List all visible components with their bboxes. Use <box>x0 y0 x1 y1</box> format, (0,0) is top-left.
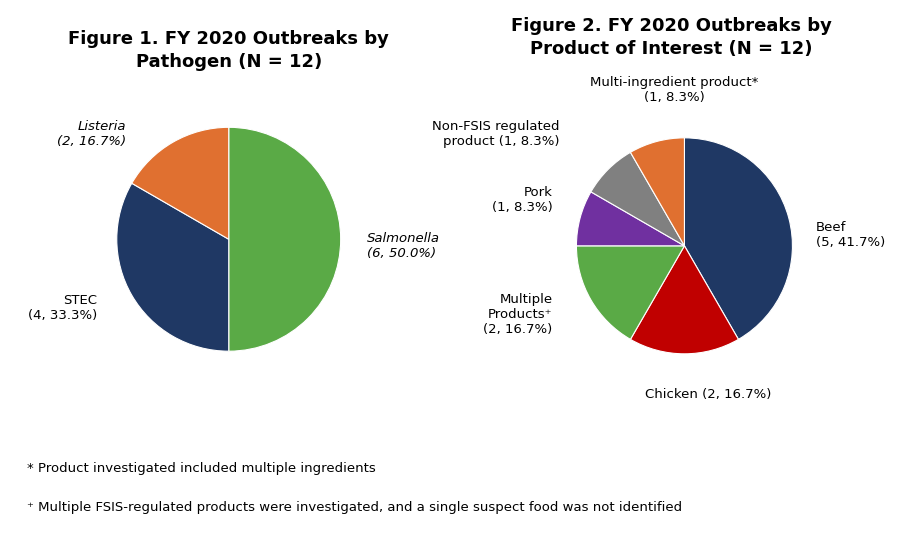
Text: Multiple
Products⁺
(2, 16.7%): Multiple Products⁺ (2, 16.7%) <box>483 293 553 336</box>
Text: Multi-ingredient product*
(1, 8.3%): Multi-ingredient product* (1, 8.3%) <box>590 75 758 103</box>
Wedge shape <box>630 138 684 246</box>
Wedge shape <box>576 192 684 246</box>
Text: Listeria
(2, 16.7%): Listeria (2, 16.7%) <box>57 120 126 148</box>
Title: Figure 1. FY 2020 Outbreaks by
Pathogen (N = 12): Figure 1. FY 2020 Outbreaks by Pathogen … <box>68 30 389 72</box>
Text: STEC
(4, 33.3%): STEC (4, 33.3%) <box>28 294 97 322</box>
Text: Beef
(5, 41.7%): Beef (5, 41.7%) <box>816 221 886 249</box>
Wedge shape <box>591 152 684 246</box>
Wedge shape <box>131 127 229 239</box>
Text: ⁺ Multiple FSIS-regulated products were investigated, and a single suspect food : ⁺ Multiple FSIS-regulated products were … <box>27 500 682 514</box>
Title: Figure 2. FY 2020 Outbreaks by
Product of Interest (N = 12): Figure 2. FY 2020 Outbreaks by Product o… <box>511 16 832 58</box>
Wedge shape <box>117 183 229 351</box>
Wedge shape <box>684 138 792 339</box>
Text: Chicken (2, 16.7%): Chicken (2, 16.7%) <box>645 388 771 401</box>
Text: * Product investigated included multiple ingredients: * Product investigated included multiple… <box>27 462 376 475</box>
Text: Non-FSIS regulated
product (1, 8.3%): Non-FSIS regulated product (1, 8.3%) <box>432 120 559 148</box>
Text: Pork
(1, 8.3%): Pork (1, 8.3%) <box>492 186 553 214</box>
Text: Salmonella
(6, 50.0%): Salmonella (6, 50.0%) <box>367 232 440 260</box>
Wedge shape <box>229 127 341 351</box>
Wedge shape <box>576 246 684 339</box>
Wedge shape <box>630 246 738 354</box>
